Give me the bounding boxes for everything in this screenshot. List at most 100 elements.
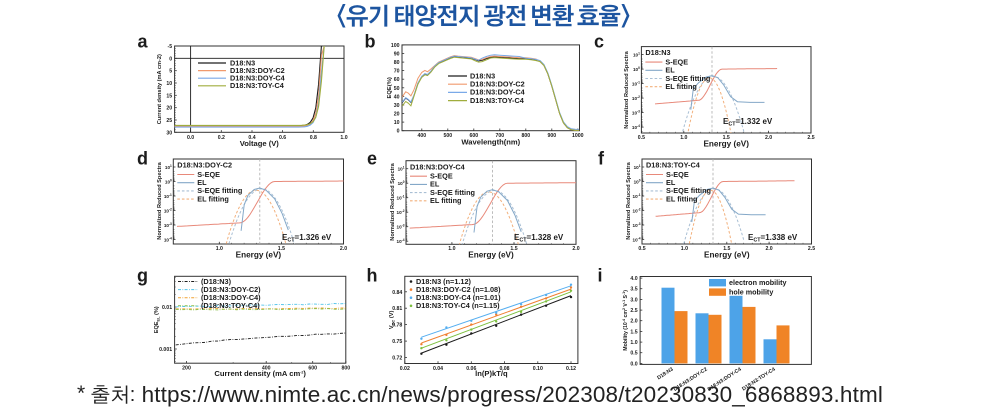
svg-text:(D18:N3:DOY-C2): (D18:N3:DOY-C2) <box>201 285 261 294</box>
svg-text:electron mobility: electron mobility <box>729 278 787 287</box>
svg-text:Voltage (V): Voltage (V) <box>240 139 280 148</box>
svg-text:0.8: 0.8 <box>310 135 317 141</box>
svg-text:Current density (mA cm-2): Current density (mA cm-2) <box>214 369 306 378</box>
svg-text:D18:N3:DOY-C2: D18:N3:DOY-C2 <box>230 66 285 75</box>
svg-text:EL: EL <box>665 66 675 75</box>
svg-text:h: h <box>367 266 378 286</box>
svg-text:100: 100 <box>633 66 640 72</box>
svg-text:0: 0 <box>169 56 172 62</box>
svg-text:D18:N3: D18:N3 <box>230 58 255 67</box>
svg-text:10-1: 10-1 <box>633 193 641 199</box>
svg-text:0.6: 0.6 <box>279 135 286 141</box>
svg-text:400: 400 <box>417 133 426 139</box>
svg-text:hole mobility: hole mobility <box>729 288 773 297</box>
svg-text:0.5: 0.5 <box>638 135 645 141</box>
svg-text:0.04: 0.04 <box>433 366 443 372</box>
svg-text:20: 20 <box>166 106 172 112</box>
svg-text:80: 80 <box>394 60 400 66</box>
svg-text:60: 60 <box>394 77 400 83</box>
svg-text:b: b <box>365 32 376 52</box>
svg-text:1.0: 1.0 <box>216 246 223 252</box>
svg-text:S-EQE: S-EQE <box>665 57 688 66</box>
svg-text:S-EQE fitting: S-EQE fitting <box>197 186 242 195</box>
svg-text:1.5: 1.5 <box>278 246 285 252</box>
svg-text:d: d <box>137 149 148 169</box>
svg-text:1.0: 1.0 <box>681 246 688 252</box>
svg-text:0.10: 0.10 <box>533 366 543 372</box>
svg-text:4.0: 4.0 <box>630 276 637 282</box>
svg-text:Normalized Reduced Spectra: Normalized Reduced Spectra <box>390 162 396 240</box>
svg-text:1.5: 1.5 <box>723 135 730 141</box>
svg-text:EL: EL <box>666 178 676 187</box>
svg-text:900: 900 <box>547 133 556 139</box>
svg-text:0.0: 0.0 <box>630 361 637 367</box>
svg-text:Wavelength(nm): Wavelength(nm) <box>461 138 520 147</box>
svg-text:0.2: 0.2 <box>218 135 225 141</box>
svg-text:0.001: 0.001 <box>159 347 172 353</box>
svg-text:2.0: 2.0 <box>572 246 579 252</box>
svg-text:0: 0 <box>397 129 400 135</box>
svg-text:D18:N3:DOY-C2: D18:N3:DOY-C2 <box>470 80 525 89</box>
svg-text:Mobility (10-4 cm2 V-1 S-1): Mobility (10-4 cm2 V-1 S-1) <box>622 290 629 351</box>
svg-text:f: f <box>598 149 605 169</box>
svg-text:(D18:N3:TOY-C4): (D18:N3:TOY-C4) <box>201 301 260 310</box>
svg-text:10-3: 10-3 <box>397 224 405 230</box>
svg-text:0.5: 0.5 <box>638 246 645 252</box>
svg-text:S-EQE: S-EQE <box>666 170 689 179</box>
svg-text:EL fitting: EL fitting <box>430 196 461 205</box>
svg-text:ECT=1.326 eV: ECT=1.326 eV <box>282 233 332 244</box>
svg-text:10-2: 10-2 <box>632 95 640 101</box>
svg-text:70: 70 <box>394 69 400 75</box>
svg-text:S-EQE: S-EQE <box>430 172 453 181</box>
svg-text:0.06: 0.06 <box>466 366 476 372</box>
svg-text:0.12: 0.12 <box>566 366 576 372</box>
svg-text:0.4: 0.4 <box>248 135 255 141</box>
svg-text:(D18:N3): (D18:N3) <box>201 277 232 286</box>
svg-text:800: 800 <box>341 366 350 372</box>
svg-text:2.0: 2.0 <box>630 319 637 325</box>
svg-text:EL fitting: EL fitting <box>665 82 696 91</box>
svg-text:Energy (eV): Energy (eV) <box>236 250 282 259</box>
svg-text:D18:N3 (n=1.12): D18:N3 (n=1.12) <box>416 277 472 286</box>
svg-text:VOC (V): VOC (V) <box>389 311 395 330</box>
svg-text:700: 700 <box>495 133 504 139</box>
svg-text:c: c <box>594 32 604 52</box>
svg-text:D18:N3:TOY-C4: D18:N3:TOY-C4 <box>470 96 525 105</box>
svg-text:Normalized Reduced Spectra: Normalized Reduced Spectra <box>624 50 630 128</box>
svg-text:600: 600 <box>308 366 317 372</box>
svg-text:10-4: 10-4 <box>632 124 640 130</box>
svg-text:50: 50 <box>394 86 400 92</box>
svg-text:10-4: 10-4 <box>633 236 641 242</box>
svg-text:Energy (eV): Energy (eV) <box>704 250 750 259</box>
svg-text:10-2: 10-2 <box>164 207 172 213</box>
svg-text:D18:N3:DOY-C4: D18:N3:DOY-C4 <box>230 74 286 83</box>
svg-text:0.84: 0.84 <box>392 290 402 296</box>
svg-text::: : <box>130 384 136 406</box>
svg-text:D18:N3:DOY-C4: D18:N3:DOY-C4 <box>410 162 466 171</box>
svg-text:2.0: 2.0 <box>765 135 772 141</box>
svg-text:EL fitting: EL fitting <box>197 194 228 203</box>
svg-text:5: 5 <box>169 69 172 75</box>
svg-text:D18:N3:TOY-C4: D18:N3:TOY-C4 <box>646 161 701 170</box>
svg-text:(D18:N3:DOY-C4): (D18:N3:DOY-C4) <box>201 293 261 302</box>
svg-text:1.0: 1.0 <box>680 135 687 141</box>
svg-text:g: g <box>137 266 148 286</box>
svg-text:100: 100 <box>391 43 400 49</box>
svg-text:1.0: 1.0 <box>340 135 347 141</box>
svg-text:0.0: 0.0 <box>187 135 194 141</box>
svg-text:0.78: 0.78 <box>392 323 402 329</box>
svg-text:2.0: 2.0 <box>765 246 772 252</box>
svg-text:Energy (eV): Energy (eV) <box>468 251 514 260</box>
svg-text:1.0: 1.0 <box>448 246 455 252</box>
svg-text:30: 30 <box>394 103 400 109</box>
svg-text:Energy (eV): Energy (eV) <box>703 139 749 148</box>
svg-text:D18:N3:DOY-C2 (n=1.08): D18:N3:DOY-C2 (n=1.08) <box>416 285 501 294</box>
svg-text:10-3: 10-3 <box>632 109 640 115</box>
svg-text:2.5: 2.5 <box>630 308 637 314</box>
svg-text:101: 101 <box>165 164 172 170</box>
svg-text:15: 15 <box>166 93 172 99</box>
svg-text:Current density (mA cm-2): Current density (mA cm-2) <box>157 54 163 124</box>
svg-text:1.5: 1.5 <box>510 246 517 252</box>
svg-text:3.0: 3.0 <box>630 297 637 303</box>
svg-text:D18:N3:TOY-C4 (n=1.15): D18:N3:TOY-C4 (n=1.15) <box>416 301 500 310</box>
